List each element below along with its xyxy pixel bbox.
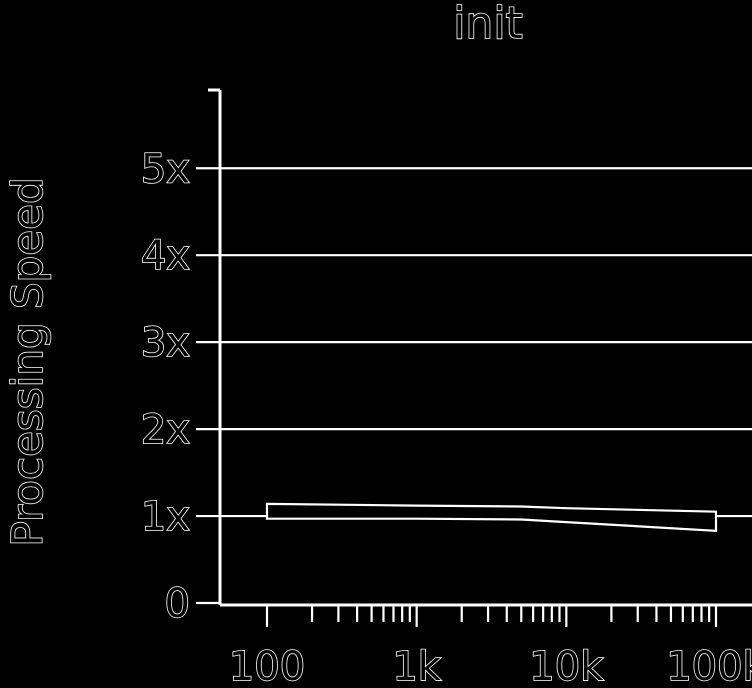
x-tick-label: 10k bbox=[529, 644, 604, 688]
y-axis-ticks: 0 1x 2x 3x 4x 5x bbox=[140, 145, 220, 628]
y-tick-label: 4x bbox=[141, 233, 190, 279]
y-tick-label: 5x bbox=[141, 146, 190, 192]
y-tick-label: 3x bbox=[141, 320, 190, 366]
x-tick-label: 100k bbox=[666, 644, 752, 688]
y-axis-label: Processing Speed bbox=[3, 177, 52, 546]
axes bbox=[208, 88, 752, 607]
x-tick-label: 1k bbox=[392, 644, 441, 688]
grid-lines bbox=[220, 167, 752, 518]
chart-title: init bbox=[453, 0, 523, 49]
y-tick-label: 2x bbox=[141, 407, 190, 453]
x-tick-label: 100 bbox=[229, 644, 305, 688]
x-axis-ticks: 100 1k 10k 100k bbox=[228, 605, 752, 688]
series-band bbox=[265, 502, 718, 532]
y-tick-label: 0 bbox=[165, 581, 190, 627]
series-band-group bbox=[265, 502, 718, 532]
y-tick-label: 1x bbox=[141, 494, 190, 540]
